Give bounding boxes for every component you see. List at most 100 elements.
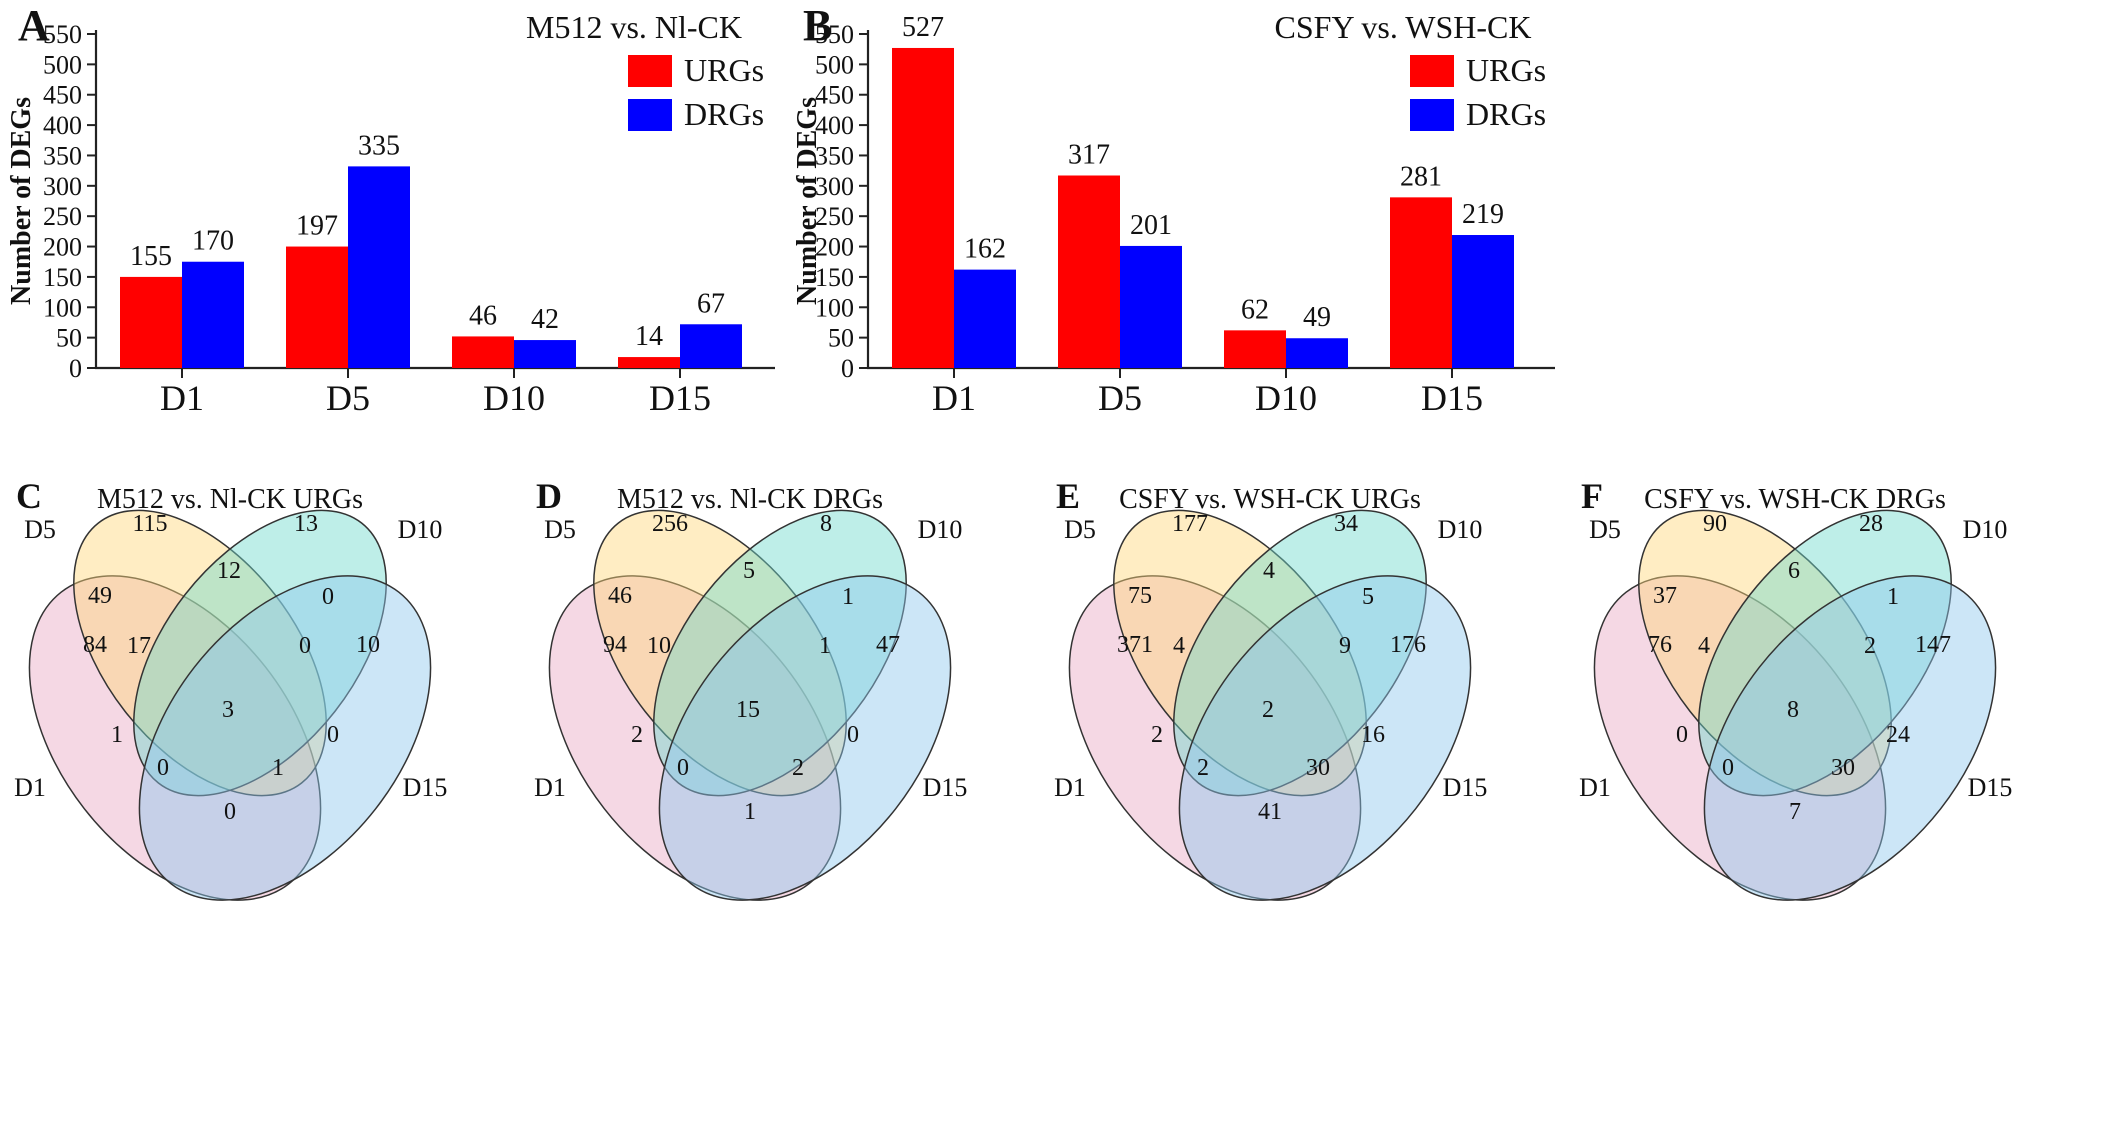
bar-DRGs-D5 xyxy=(348,166,410,368)
venn-region-value: 30 xyxy=(1831,755,1855,781)
venn-region-value: 34 xyxy=(1334,511,1358,537)
bar-URGs-D5 xyxy=(286,246,348,368)
x-tick-label: D1 xyxy=(160,378,204,418)
bar-URGs-D1 xyxy=(120,276,182,368)
data-label: 42 xyxy=(531,304,559,335)
x-tick-label: D10 xyxy=(483,378,545,418)
venn-region-value: 0 xyxy=(677,755,689,781)
venn-set-D15 xyxy=(1703,575,1997,901)
venn-set-label-D5: D5 xyxy=(24,515,56,544)
venn-diagram-E: E CSFY vs. WSH-CK URGs D1 D5 D10 D15 371 177 34 1… xyxy=(1054,476,1488,901)
venn-region-value: 256 xyxy=(652,511,688,537)
legend-label: DRGs xyxy=(1466,96,1546,132)
venn-region-value: 2 xyxy=(1262,697,1274,723)
venn-set-label-D5: D5 xyxy=(544,515,576,544)
venn-set-D1 xyxy=(1068,575,1362,901)
legend-swatch-DRGs xyxy=(1410,99,1454,131)
venn-region-value: 7 xyxy=(1789,799,1801,825)
venn-region-value: 24 xyxy=(1886,722,1910,748)
panel-letter: A xyxy=(18,1,50,50)
venn-region-value: 5 xyxy=(743,558,755,584)
y-tick-label: 50 xyxy=(828,324,854,353)
venn-region-value: 0 xyxy=(322,584,334,610)
y-tick-label: 250 xyxy=(43,202,82,231)
venn-region-value: 1 xyxy=(272,755,284,781)
venn-region-value: 8 xyxy=(820,511,832,537)
y-tick-label: 500 xyxy=(43,50,82,79)
bar-DRGs-D15 xyxy=(680,324,742,368)
venn-region-value: 10 xyxy=(647,633,671,659)
venn-region-value: 75 xyxy=(1128,583,1152,609)
venn-title: CSFY vs. WSH-CK DRGs xyxy=(1644,484,1946,515)
data-label: 527 xyxy=(902,12,944,43)
venn-region-value: 41 xyxy=(1258,799,1282,825)
bar-URGs-D15 xyxy=(1390,197,1452,368)
legend-swatch-URGs xyxy=(628,55,672,87)
y-tick-label: 50 xyxy=(56,324,82,353)
venn-region-value: 16 xyxy=(1361,722,1385,748)
venn-region-value: 2 xyxy=(792,755,804,781)
venn-region-value: 0 xyxy=(157,755,169,781)
y-tick-label: 300 xyxy=(43,172,82,201)
venn-set-D5 xyxy=(593,509,847,797)
y-tick-label: 400 xyxy=(43,111,82,140)
y-axis-label: Number of DEGs xyxy=(6,97,37,305)
venn-region-value: 2 xyxy=(1151,722,1163,748)
data-label: 49 xyxy=(1303,302,1331,333)
y-tick-label: 450 xyxy=(43,81,82,110)
venn-region-value: 371 xyxy=(1117,632,1153,658)
venn-region-value: 8 xyxy=(1787,697,1799,723)
venn-region-value: 84 xyxy=(83,632,107,658)
panel-letter: C xyxy=(16,476,42,516)
bar-DRGs-D10 xyxy=(1286,338,1348,368)
y-tick-label: 100 xyxy=(815,293,854,322)
panel-letter: F xyxy=(1581,476,1603,516)
venn-region-value: 0 xyxy=(847,722,859,748)
venn-region-value: 2 xyxy=(1864,633,1876,659)
venn-set-label-D15: D15 xyxy=(1443,773,1488,802)
venn-set-D15 xyxy=(1178,575,1472,901)
data-label: 197 xyxy=(296,211,338,242)
x-tick-label: D15 xyxy=(1421,378,1483,418)
bar-DRGs-D15 xyxy=(1452,235,1514,368)
venn-region-value: 10 xyxy=(356,632,380,658)
bar-DRGs-D1 xyxy=(954,269,1016,368)
bar-DRGs-D1 xyxy=(182,261,244,368)
venn-region-value: 4 xyxy=(1173,633,1185,659)
venn-set-D5 xyxy=(1113,509,1367,797)
y-tick-label: 0 xyxy=(69,354,82,383)
y-tick-label: 200 xyxy=(43,233,82,262)
venn-region-value: 30 xyxy=(1306,755,1330,781)
x-tick-label: D5 xyxy=(1098,378,1142,418)
venn-region-value: 1 xyxy=(111,722,123,748)
bar-URGs-D5 xyxy=(1058,175,1120,368)
venn-title: CSFY vs. WSH-CK URGs xyxy=(1119,484,1421,515)
y-tick-label: 400 xyxy=(815,111,854,140)
venn-set-label-D10: D10 xyxy=(1438,515,1483,544)
y-tick-label: 450 xyxy=(815,81,854,110)
venn-region-value: 147 xyxy=(1915,632,1951,658)
y-tick-label: 550 xyxy=(43,20,82,49)
venn-region-value: 177 xyxy=(1172,511,1208,537)
y-tick-label: 500 xyxy=(815,50,854,79)
venn-set-label-D1: D1 xyxy=(534,773,566,802)
data-label: 62 xyxy=(1241,294,1269,325)
venn-set-label-D15: D15 xyxy=(923,773,968,802)
bar-URGs-D10 xyxy=(452,336,514,368)
venn-region-value: 15 xyxy=(736,697,760,723)
venn-region-value: 47 xyxy=(876,632,900,658)
bar-DRGs-D10 xyxy=(514,340,576,368)
bar-DRGs-D5 xyxy=(1120,245,1182,368)
venn-region-value: 46 xyxy=(608,583,632,609)
venn-region-value: 4 xyxy=(1263,558,1275,584)
venn-set-label-D15: D15 xyxy=(1968,773,2013,802)
venn-region-value: 37 xyxy=(1653,583,1677,609)
bar-chart-A: A M512 vs. Nl-CK Number of DEGs 05010015020… xyxy=(6,1,775,418)
venn-region-value: 2 xyxy=(631,722,643,748)
venn-region-value: 9 xyxy=(1339,633,1351,659)
venn-region-value: 49 xyxy=(88,583,112,609)
